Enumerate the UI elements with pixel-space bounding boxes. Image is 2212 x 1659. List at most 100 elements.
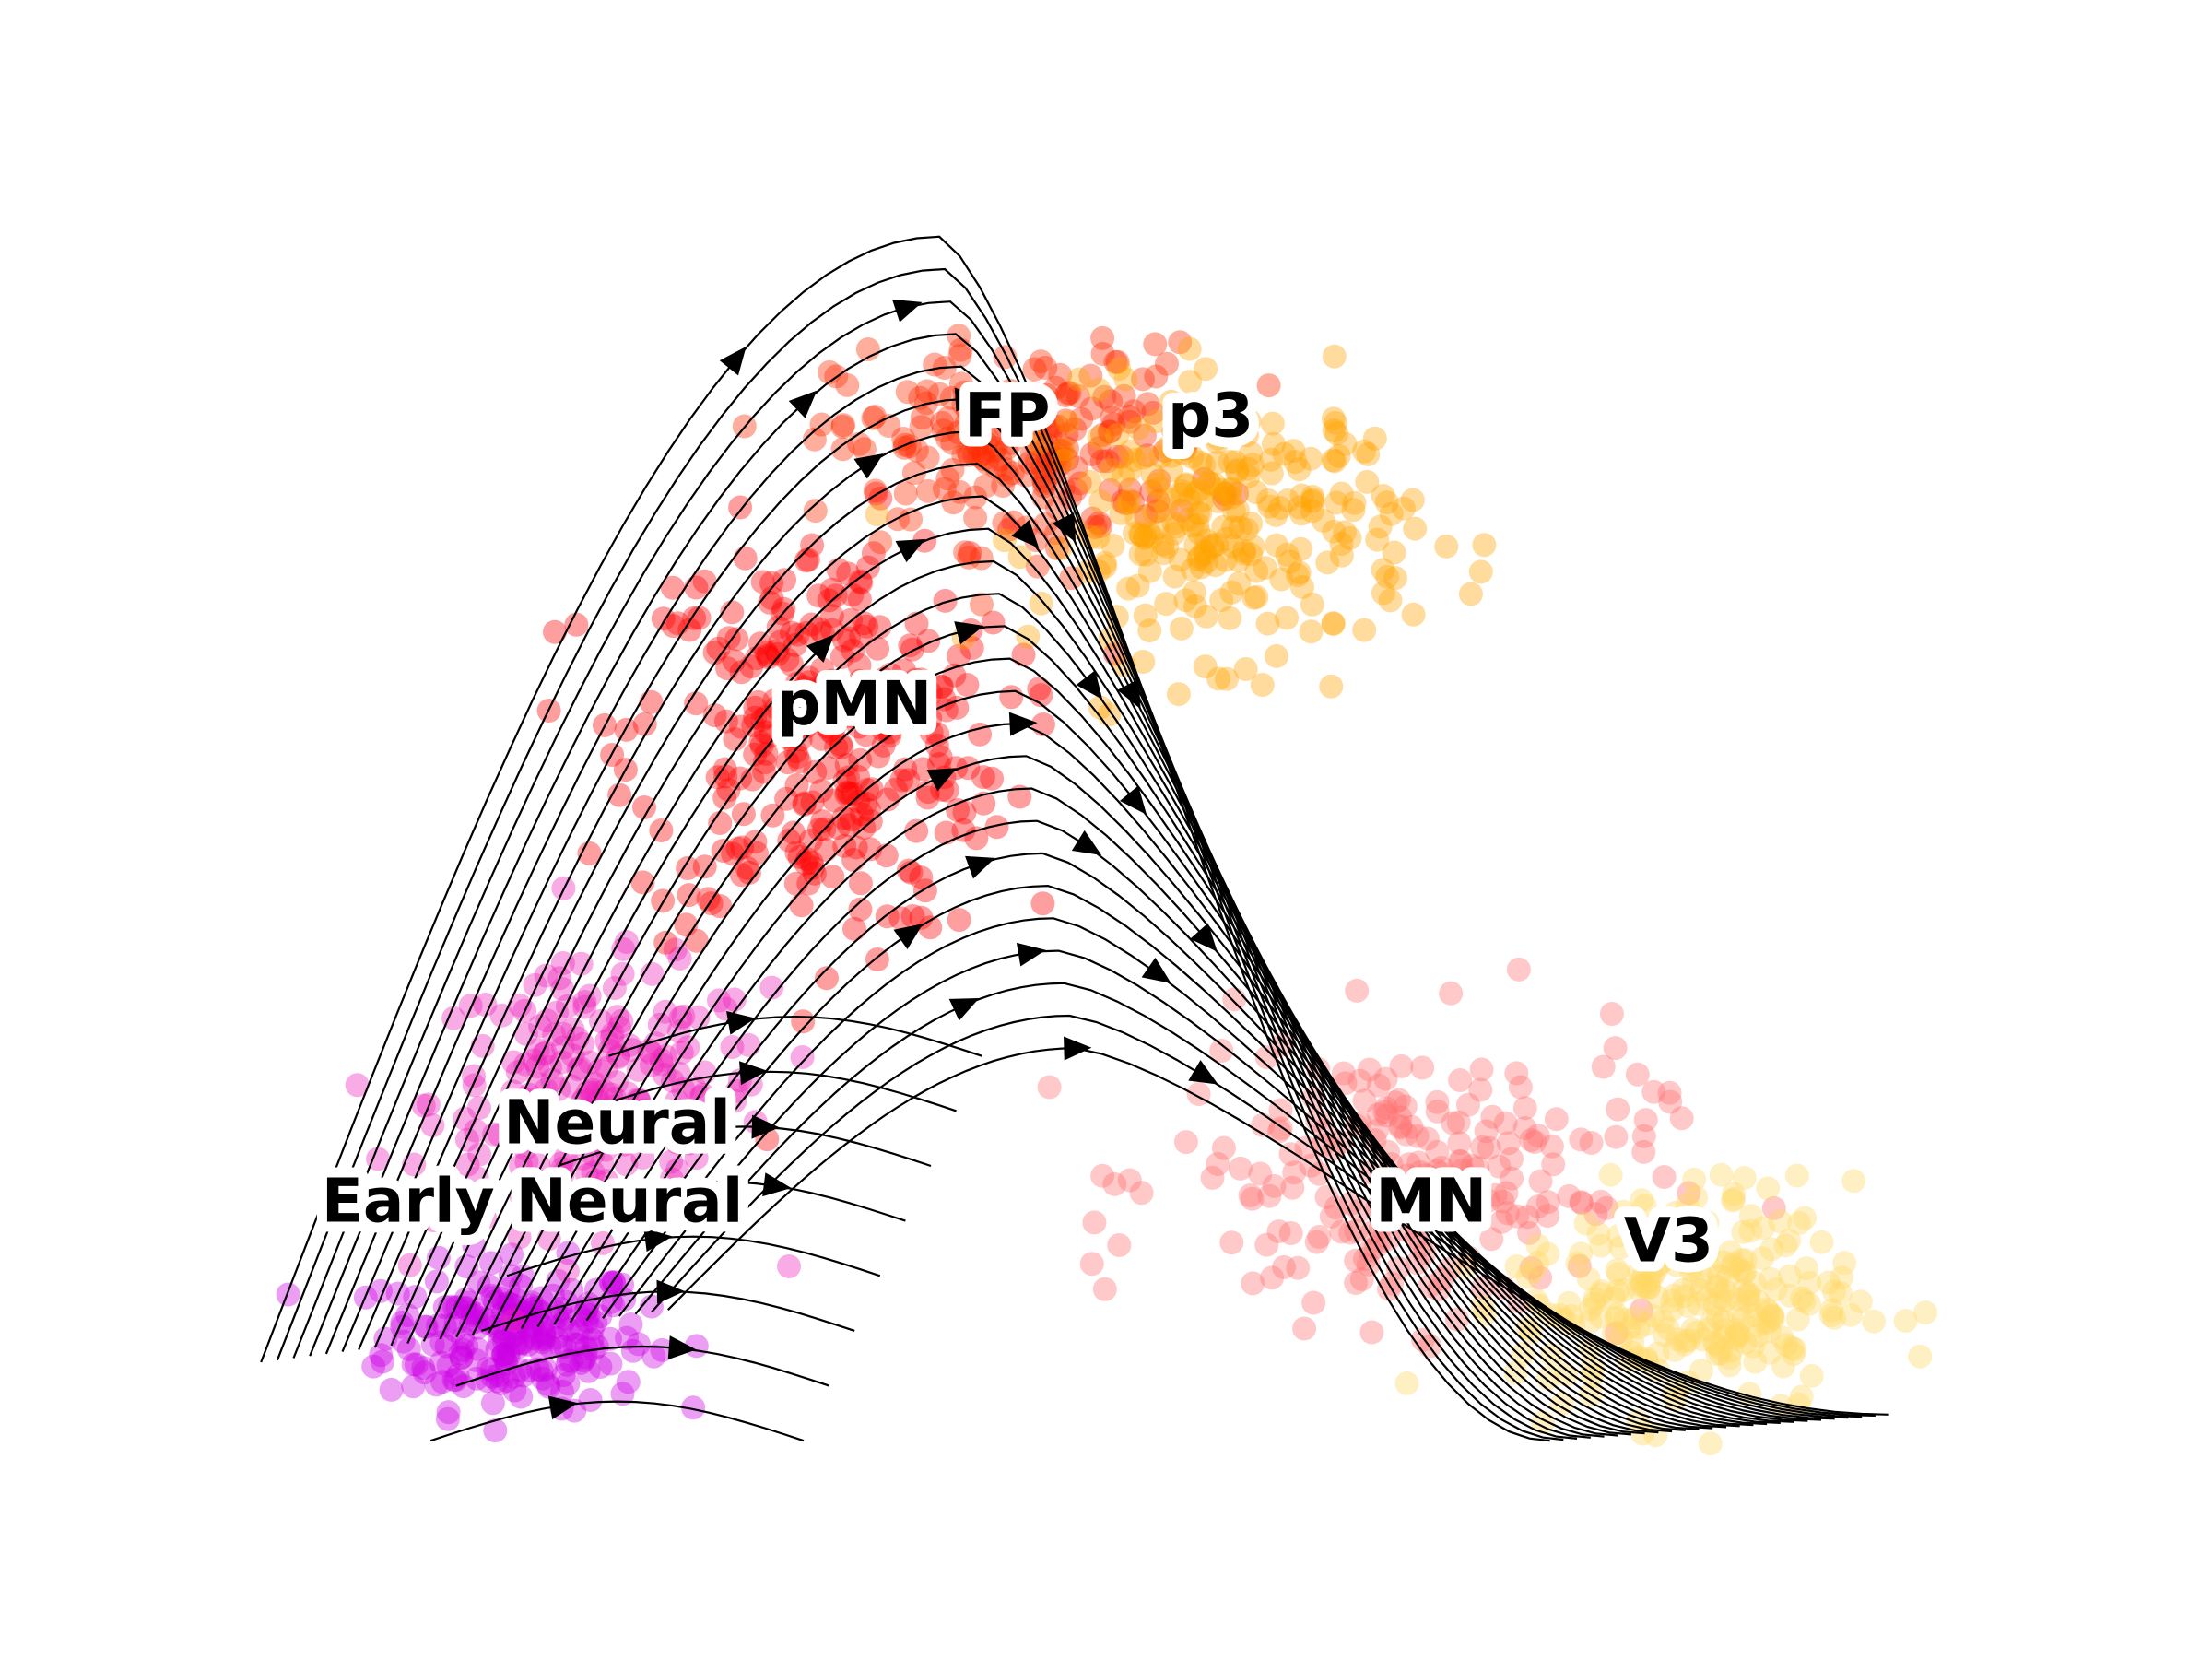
cell-point-mn: [1241, 1271, 1265, 1296]
cell-point-v3: [1676, 1294, 1700, 1318]
cell-point-v3: [1712, 1278, 1737, 1303]
cell-point-v3: [1760, 1303, 1785, 1328]
cell-point-mn: [1397, 1152, 1421, 1177]
cell-point-early-neural: [575, 1309, 599, 1334]
streamline: [358, 429, 1631, 1436]
cell-point-v3: [1780, 1335, 1805, 1360]
cell-point-mn: [1405, 1124, 1430, 1148]
cell-point-p3: [1186, 500, 1210, 525]
cell-point-fp: [967, 443, 992, 468]
cell-point-fp: [1018, 451, 1042, 476]
cell-point-fp: [962, 441, 986, 466]
cell-point-v3: [1721, 1252, 1746, 1277]
cell-point-fp: [1009, 406, 1034, 430]
cell-point-p3: [1189, 555, 1214, 580]
cell-point-p3: [1324, 410, 1348, 435]
cell-point-pmn: [955, 673, 980, 697]
cell-point-v3: [1633, 1275, 1658, 1300]
cell-point-v3: [1705, 1305, 1730, 1330]
cell-point-pmn: [971, 765, 995, 790]
cell-point-pmn: [784, 715, 809, 740]
cell-point-p3: [1326, 443, 1351, 468]
cell-point-neural: [723, 1088, 747, 1113]
cell-point-early-neural: [502, 1378, 527, 1403]
cell-point-v3: [1759, 1237, 1784, 1262]
cell-point-p3: [1382, 540, 1406, 565]
cell-point-pmn: [934, 698, 959, 723]
cell-point-mn: [1515, 1205, 1540, 1230]
cell-point-early-neural: [454, 1333, 479, 1358]
cell-point-p3: [1125, 573, 1150, 598]
cell-point-pmn: [661, 614, 686, 639]
cell-point-early-neural: [533, 1357, 558, 1382]
cell-point-pmn: [775, 724, 800, 748]
cell-point-pmn: [696, 887, 721, 912]
cell-point-mn: [1512, 1116, 1537, 1140]
streamline-arrow: [1076, 670, 1103, 700]
streamline: [582, 1070, 957, 1112]
cell-point-mn: [1425, 1089, 1450, 1114]
cell-point-v3: [1608, 1326, 1633, 1351]
cell-point-pmn: [824, 710, 849, 735]
cell-point-v3: [1651, 1309, 1675, 1334]
cell-point-v3: [1704, 1274, 1728, 1299]
cell-point-pmn: [730, 863, 754, 888]
streamline-arrow: [656, 1279, 685, 1304]
cell-point-pmn: [728, 766, 752, 791]
cell-point-mn: [1489, 1209, 1514, 1234]
cell-point-fp: [1110, 444, 1134, 469]
cell-point-mn: [1304, 1230, 1329, 1254]
cell-point-p3: [1146, 516, 1171, 540]
cell-point-pmn: [893, 757, 918, 782]
cell-point-fp: [1131, 367, 1155, 392]
cell-point-pmn: [832, 769, 857, 794]
cell-point-pmn: [793, 696, 818, 721]
cell-point-pmn: [692, 569, 717, 594]
cell-point-p3: [1124, 505, 1149, 529]
cell-point-neural: [669, 1041, 694, 1065]
cell-point-pmn: [780, 653, 805, 677]
cell-point-v3: [1793, 1206, 1818, 1230]
cell-point-pmn: [752, 759, 777, 784]
cell-point-early-neural: [432, 1313, 457, 1338]
cell-point-fp: [1069, 406, 1094, 431]
cell-point-mn: [1468, 1077, 1493, 1102]
cell-point-neural: [680, 1103, 705, 1128]
streamline: [422, 559, 1686, 1431]
cell-point-p3: [1128, 522, 1153, 547]
cell-point-v3: [1722, 1186, 1747, 1211]
cell-point-fp: [1063, 417, 1088, 441]
cell-point-mn: [1483, 1182, 1508, 1207]
cell-point-v3: [1629, 1269, 1653, 1294]
cell-point-pmn: [803, 759, 828, 784]
cell-point-p3: [1123, 521, 1147, 546]
cell-point-early-neural: [496, 1344, 521, 1369]
cell-point-v3: [1681, 1270, 1706, 1295]
cell-point-mn: [1222, 987, 1247, 1012]
cell-point-mn: [1248, 1161, 1273, 1186]
cell-point-v3: [1637, 1276, 1662, 1300]
cell-point-mn: [1413, 1162, 1438, 1187]
cell-point-v3: [1758, 1340, 1783, 1365]
cell-point-mn: [1282, 1160, 1307, 1185]
cell-point-early-neural: [509, 1384, 534, 1409]
cell-point-v3: [1724, 1318, 1749, 1342]
cell-point-mn: [1456, 1092, 1480, 1117]
cell-point-mn: [1469, 1057, 1494, 1082]
streamline: [532, 1180, 906, 1222]
cell-point-v3: [1641, 1303, 1665, 1328]
cell-point-pmn: [702, 703, 727, 728]
cell-point-pmn: [784, 671, 809, 696]
cell-point-mn: [1366, 1102, 1391, 1127]
cell-point-p3: [1088, 695, 1112, 720]
cell-point-early-neural: [550, 1379, 574, 1404]
cell-point-mn: [1408, 1159, 1433, 1184]
streamline: [569, 852, 1808, 1422]
cell-point-p3: [1194, 357, 1218, 382]
cell-point-pmn: [817, 588, 841, 613]
cell-point-p3: [1174, 472, 1198, 497]
cell-point-pmn: [777, 828, 802, 853]
cell-point-fp: [983, 436, 1008, 460]
cell-point-p3: [1170, 482, 1194, 507]
cell-point-mn: [1254, 1232, 1279, 1257]
